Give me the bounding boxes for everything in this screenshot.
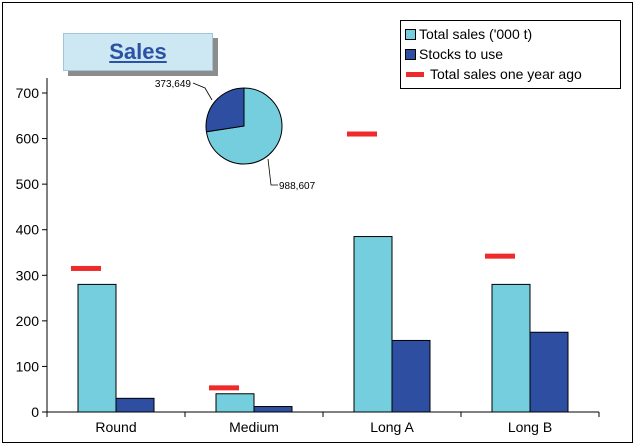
legend-swatch-stocks-to-use [405, 48, 416, 60]
sales-chart: 0 100 200 300 400 500 600 700 Round Medium Long A L… [16, 78, 600, 435]
x-tick-label-long-a: Long A [370, 419, 414, 435]
x-tick-label-round: Round [95, 419, 136, 435]
bar-stocks-to-use-long-a [391, 339, 431, 413]
chart-area: 0 100 200 300 400 500 600 700 Round Medium Long A L… [2, 2, 633, 443]
pie-label-373-649: 373,649 [155, 79, 192, 90]
pie-leader-line [267, 158, 278, 186]
legend-label-sales-year-ago: Total sales one year ago [430, 66, 582, 82]
legend-label-stocks-to-use: Stocks to use [419, 46, 504, 62]
marker-total-sales-one-year-ago-long-a [347, 131, 377, 137]
bar-stocks-to-use-long-b [529, 331, 569, 413]
chart-title-box: Sales [63, 33, 213, 71]
legend-item-sales-year-ago: Total sales one year ago [405, 64, 620, 84]
y-tick-label: 400 [16, 222, 40, 238]
y-tick-label: 600 [16, 131, 40, 147]
marker-total-sales-one-year-ago-round [71, 265, 101, 271]
pie-leader-line [192, 82, 213, 101]
y-tick-label: 200 [16, 313, 40, 329]
marker-total-sales-one-year-ago-long-b [485, 253, 515, 259]
x-tick-label-long-b: Long B [508, 419, 552, 435]
marker-total-sales-one-year-ago-medium [209, 385, 239, 391]
bar-total-sales-000-t-long-a [353, 236, 393, 413]
pie-label-988-607: 988,607 [279, 181, 316, 192]
y-tick-label: 0 [31, 404, 39, 420]
pie-slice-373-649 [205, 87, 245, 133]
legend-dash-sales-year-ago [406, 71, 424, 77]
bar-stocks-to-use-medium [253, 406, 293, 413]
bar-total-sales-000-t-medium [215, 393, 255, 413]
y-tick-label: 100 [16, 358, 40, 374]
bar-total-sales-000-t-long-b [491, 283, 531, 413]
legend: Total sales ('000 t) Stocks to use Total… [400, 20, 621, 89]
y-tick-label: 300 [16, 267, 40, 283]
y-tick-label: 700 [16, 85, 40, 101]
y-tick-label: 500 [16, 176, 40, 192]
x-tick-label-medium: Medium [229, 419, 279, 435]
legend-item-total-sales: Total sales ('000 t) [405, 24, 620, 44]
chart-title: Sales [109, 39, 167, 64]
legend-label-total-sales: Total sales ('000 t) [419, 26, 533, 42]
bar-total-sales-000-t-round [77, 283, 117, 413]
legend-item-stocks-to-use: Stocks to use [405, 44, 620, 64]
bar-stocks-to-use-round [115, 397, 155, 413]
legend-swatch-total-sales [405, 28, 416, 40]
